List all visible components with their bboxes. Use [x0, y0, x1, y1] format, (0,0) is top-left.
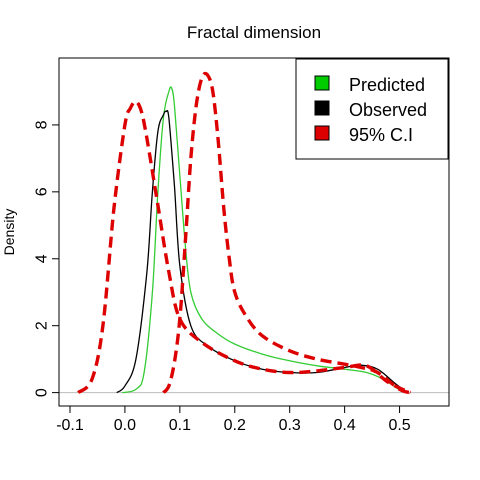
- y-tick-label: 0: [34, 388, 51, 397]
- x-tick-label: 0.2: [224, 417, 246, 434]
- y-tick-label: 2: [34, 321, 51, 330]
- x-tick-label: 0.5: [388, 417, 410, 434]
- series-ci-upper-line: [162, 71, 411, 395]
- series-ci-lower-line: [77, 99, 412, 395]
- legend-label-predicted: Predicted: [349, 75, 425, 95]
- y-tick-label: 4: [34, 254, 51, 263]
- chart-title: Fractal dimension: [187, 23, 321, 42]
- y-tick-label: 6: [34, 187, 51, 196]
- legend-label-ci: 95% C.I: [349, 125, 413, 145]
- x-tick-label: -0.1: [56, 417, 84, 434]
- y-tick-label: 8: [34, 120, 51, 129]
- series-layer: [59, 71, 449, 395]
- legend-swatch-predicted: [314, 75, 330, 91]
- legend: Predicted Observed 95% C.I: [295, 58, 449, 160]
- plot-frame: [58, 57, 450, 407]
- axes: -0.1 0.0 0.1 0.2 0.3 0.4 0.5 0 2 4 6 8: [34, 120, 411, 434]
- y-axis-label: Density: [1, 209, 17, 256]
- legend-swatch-observed: [314, 100, 330, 116]
- legend-swatch-ci: [314, 125, 330, 141]
- x-tick-label: 0.0: [114, 417, 136, 434]
- legend-label-observed: Observed: [349, 100, 427, 120]
- x-tick-label: 0.1: [169, 417, 191, 434]
- x-tick-label: 0.4: [334, 417, 356, 434]
- x-tick-label: 0.3: [279, 417, 301, 434]
